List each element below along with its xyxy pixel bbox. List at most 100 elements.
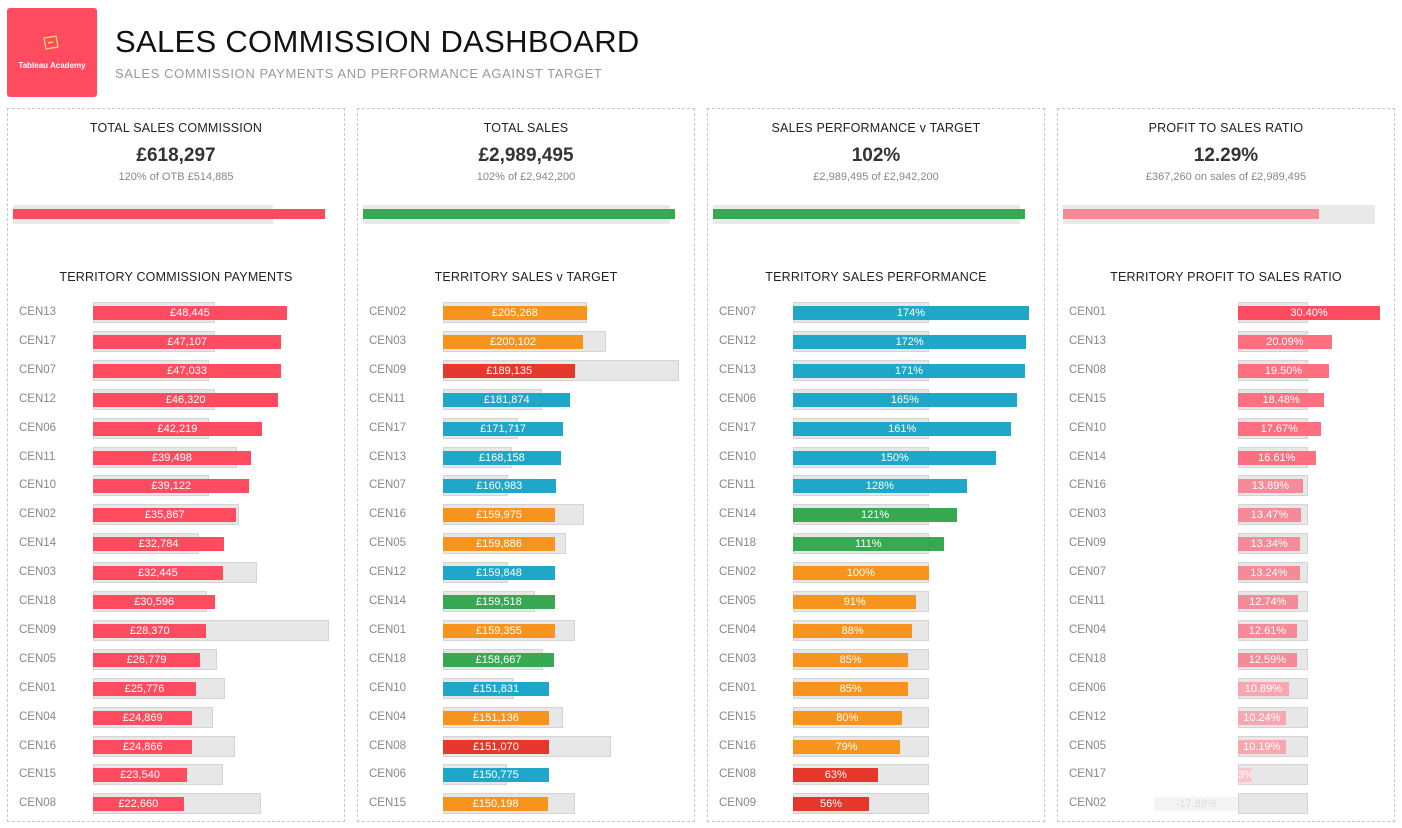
territory-row[interactable]: CEN15 £150,198: [358, 793, 694, 815]
territory-row[interactable]: CEN04 £151,136: [358, 706, 694, 729]
territory-row[interactable]: CEN14 121%: [708, 504, 1044, 526]
territory-row[interactable]: CEN18 £30,596: [8, 591, 344, 613]
territory-label: CEN18: [719, 537, 757, 550]
territory-row[interactable]: CEN06 165%: [708, 388, 1044, 411]
territory-row[interactable]: CEN15 £23,540: [8, 764, 344, 786]
territory-row[interactable]: CEN11 £181,874: [358, 388, 694, 411]
territory-row[interactable]: CEN03 £200,102: [358, 330, 694, 353]
territory-label: CEN11: [719, 479, 756, 492]
territory-row[interactable]: CEN02 -17.88%: [1058, 793, 1394, 815]
value-bar: £26,779: [93, 652, 201, 667]
territory-row[interactable]: CEN03 85%: [708, 648, 1044, 671]
territory-row[interactable]: CEN01 85%: [708, 677, 1044, 700]
territory-row[interactable]: CEN13 £168,158: [358, 446, 694, 469]
territory-row[interactable]: CEN14 16.61%: [1058, 446, 1394, 469]
territory-row[interactable]: CEN05 91%: [708, 591, 1044, 613]
territory-row[interactable]: CEN03 £32,445: [8, 562, 344, 584]
territory-row[interactable]: CEN03 13.47%: [1058, 504, 1394, 526]
territory-row[interactable]: CEN13 20.09%: [1058, 330, 1394, 353]
territory-row[interactable]: CEN04 £24,869: [8, 706, 344, 729]
territory-row[interactable]: CEN10 £151,831: [358, 677, 694, 700]
territory-row[interactable]: CEN10 17.67%: [1058, 417, 1394, 440]
territory-row[interactable]: CEN02 £205,268: [358, 302, 694, 324]
territory-row[interactable]: CEN04 88%: [708, 619, 1044, 642]
territory-row[interactable]: CEN09 56%: [708, 793, 1044, 815]
territory-row[interactable]: CEN06 £42,219: [8, 417, 344, 440]
territory-row[interactable]: CEN16 13.89%: [1058, 475, 1394, 497]
dashboard-title: SALES COMMISSION DASHBOARD: [115, 24, 640, 59]
value-bar: £151,070: [443, 739, 549, 754]
territory-row[interactable]: CEN02 100%: [708, 562, 1044, 584]
territory-label: CEN12: [369, 566, 407, 579]
territory-row[interactable]: CEN15 18.48%: [1058, 388, 1394, 411]
value-bar: 13.34%: [1238, 537, 1301, 552]
territory-row[interactable]: CEN07 £47,033: [8, 359, 344, 382]
territory-row[interactable]: CEN05 £26,779: [8, 648, 344, 671]
territory-row[interactable]: CEN18 £158,667: [358, 648, 694, 671]
territory-row[interactable]: CEN14 £32,784: [8, 533, 344, 555]
territory-label: CEN01: [369, 623, 407, 636]
territory-row[interactable]: CEN11 128%: [708, 475, 1044, 497]
territory-row[interactable]: CEN04 12.61%: [1058, 619, 1394, 642]
value-bar: 10.24%: [1238, 710, 1286, 725]
value-bar: £48,445: [93, 306, 287, 320]
territory-row[interactable]: CEN16 £24,866: [8, 735, 344, 758]
territory-row[interactable]: CEN06 10.89%: [1058, 677, 1394, 700]
territory-label: CEN14: [719, 508, 757, 521]
territory-row[interactable]: CEN18 111%: [708, 533, 1044, 555]
territory-label: CEN11: [369, 392, 406, 405]
territory-row[interactable]: CEN01 £25,776: [8, 677, 344, 700]
territory-row[interactable]: CEN06 £150,775: [358, 764, 694, 786]
value-bar: 56%: [793, 797, 869, 812]
territory-row[interactable]: CEN10 150%: [708, 446, 1044, 469]
kpi-progress-bar: [1063, 209, 1319, 219]
territory-row[interactable]: CEN01 £159,355: [358, 619, 694, 642]
territory-row[interactable]: CEN11 £39,498: [8, 446, 344, 469]
territory-row[interactable]: CEN17 3%: [1058, 764, 1394, 786]
territory-row[interactable]: CEN12 £159,848: [358, 562, 694, 584]
territory-row[interactable]: CEN08 63%: [708, 764, 1044, 786]
territory-row[interactable]: CEN07 174%: [708, 302, 1044, 324]
value-bar: 3%: [1238, 768, 1252, 783]
territory-row[interactable]: CEN14 £159,518: [358, 591, 694, 613]
value-bar: £151,831: [443, 681, 550, 696]
territory-row[interactable]: CEN12 172%: [708, 330, 1044, 353]
territory-row[interactable]: CEN13 171%: [708, 359, 1044, 382]
territory-label: CEN13: [719, 363, 757, 376]
territory-row[interactable]: CEN07 £160,983: [358, 475, 694, 497]
value-bar: £171,717: [443, 421, 564, 436]
territory-row[interactable]: CEN11 12.74%: [1058, 591, 1394, 613]
value-bar: £159,975: [443, 508, 556, 523]
territory-row[interactable]: CEN16 £159,975: [358, 504, 694, 526]
territory-row[interactable]: CEN09 13.34%: [1058, 533, 1394, 555]
territory-row[interactable]: CEN01 30.40%: [1058, 302, 1394, 324]
territory-row[interactable]: CEN12 £46,320: [8, 388, 344, 411]
territory-row[interactable]: CEN05 £159,886: [358, 533, 694, 555]
territory-row[interactable]: CEN08 £22,660: [8, 793, 344, 815]
territory-row[interactable]: CEN13 £48,445: [8, 302, 344, 324]
territory-label: CEN06: [19, 421, 57, 434]
territory-row[interactable]: CEN12 10.24%: [1058, 706, 1394, 729]
value-bar: 111%: [793, 537, 944, 552]
territory-row[interactable]: CEN08 19.50%: [1058, 359, 1394, 382]
territory-row[interactable]: CEN09 £28,370: [8, 619, 344, 642]
territory-row[interactable]: CEN16 79%: [708, 735, 1044, 758]
territory-label: CEN09: [19, 623, 57, 636]
territory-row[interactable]: CEN05 10.19%: [1058, 735, 1394, 758]
territory-row[interactable]: CEN02 £35,867: [8, 504, 344, 526]
value-bar: -17.88%: [1154, 797, 1238, 812]
territory-label: CEN08: [19, 797, 57, 810]
territory-row[interactable]: CEN08 £151,070: [358, 735, 694, 758]
territory-row[interactable]: CEN09 £189,135: [358, 359, 694, 382]
territory-label: CEN02: [19, 508, 57, 521]
territory-row[interactable]: CEN15 80%: [708, 706, 1044, 729]
territory-label: CEN04: [719, 623, 757, 636]
territory-row[interactable]: CEN07 13.24%: [1058, 562, 1394, 584]
kpi-value: 102%: [851, 145, 901, 166]
territory-row[interactable]: CEN17 £47,107: [8, 330, 344, 353]
territory-row[interactable]: CEN18 12.59%: [1058, 648, 1394, 671]
territory-row[interactable]: CEN10 £39,122: [8, 475, 344, 497]
territory-row[interactable]: CEN17 161%: [708, 417, 1044, 440]
territory-row[interactable]: CEN17 £171,717: [358, 417, 694, 440]
territory-label: CEN12: [19, 392, 57, 405]
